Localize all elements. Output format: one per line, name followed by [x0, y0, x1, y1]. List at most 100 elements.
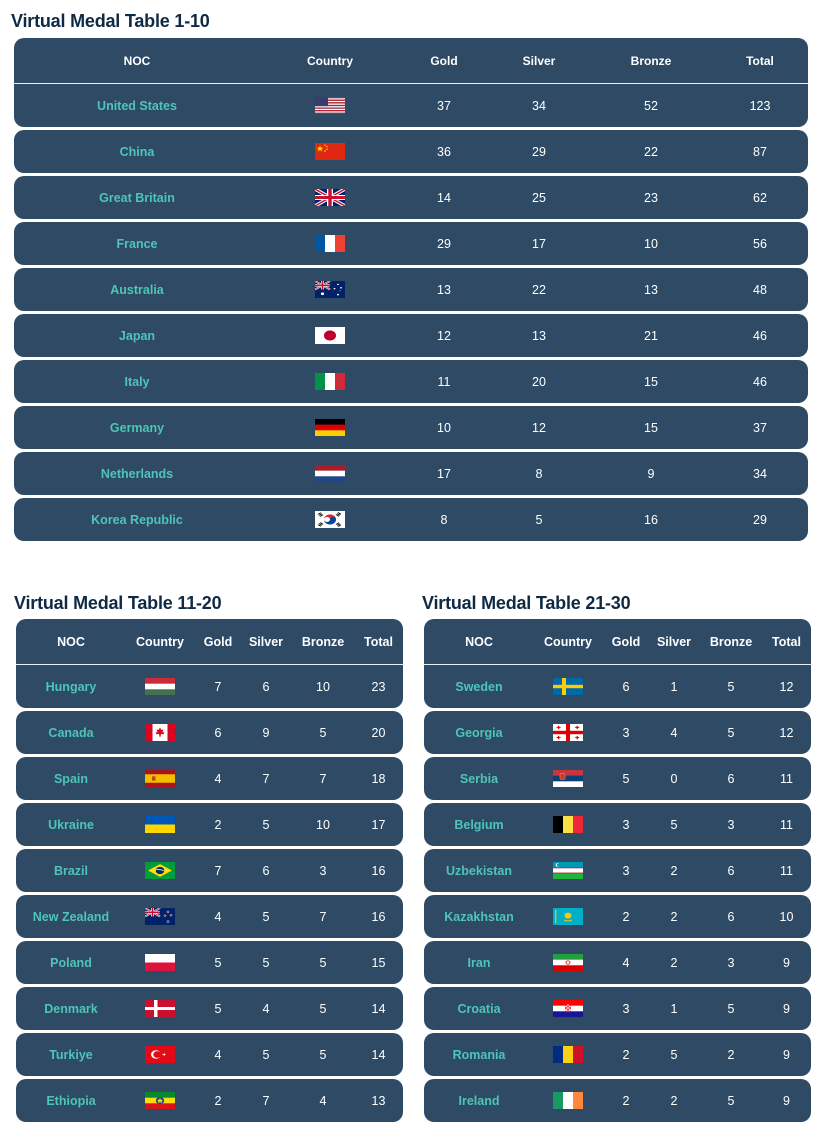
table-header: NOC Country Gold Silver Bronze Total — [424, 619, 811, 665]
poland-flag-icon — [145, 954, 175, 971]
bronze-count: 21 — [644, 328, 658, 343]
uzbekistan-flag-icon — [553, 862, 583, 879]
column-header: NOC — [465, 634, 493, 649]
table-row: Iran 4 2 3 9 — [424, 941, 811, 984]
country-flag-cell — [534, 862, 602, 879]
hungary-flag-icon — [145, 678, 175, 695]
bronze-count: 3 — [727, 955, 735, 970]
silver-count: 2 — [670, 955, 678, 970]
noc-name: Italy — [124, 374, 150, 389]
brazil-flag-icon — [145, 862, 175, 879]
country-flag-cell — [126, 1000, 194, 1017]
table-row: Turkiye 4 5 5 14 — [16, 1033, 403, 1076]
gold-count: 3 — [622, 1001, 630, 1016]
silver-count: 2 — [670, 909, 678, 924]
noc-name: Denmark — [44, 1001, 98, 1016]
total-count: 14 — [371, 1047, 386, 1062]
silver-count: 2 — [670, 1093, 678, 1108]
noc-name: France — [116, 236, 158, 251]
table-row: Hungary 7 6 10 23 — [16, 665, 403, 708]
turkiye-flag-icon — [145, 1046, 175, 1063]
country-flag-cell — [260, 465, 400, 482]
noc-name: Uzbekistan — [446, 863, 512, 878]
noc-name: New Zealand — [32, 909, 110, 924]
silver-count: 7 — [262, 1093, 270, 1108]
croatia-flag-icon — [553, 1000, 583, 1017]
table-row: Sweden 6 1 5 12 — [424, 665, 811, 708]
ukraine-flag-icon — [145, 816, 175, 833]
total-count: 11 — [780, 863, 793, 878]
table-row: New Zealand 4 5 7 16 — [16, 895, 403, 938]
gold-count: 3 — [622, 725, 630, 740]
table-row: Italy 11 20 15 46 — [14, 360, 808, 403]
total-count: 11 — [780, 771, 793, 786]
silver-count: 5 — [670, 1047, 678, 1062]
gold-count: 2 — [622, 909, 630, 924]
silver-count: 12 — [532, 420, 546, 435]
romania-flag-icon — [553, 1046, 583, 1063]
new-zealand-flag-icon — [145, 908, 175, 925]
bronze-count: 5 — [319, 1001, 327, 1016]
gold-count: 8 — [440, 512, 448, 527]
total-count: 46 — [753, 328, 767, 343]
noc-name: United States — [97, 98, 177, 113]
noc-name: Brazil — [53, 863, 89, 878]
noc-name: Ukraine — [48, 817, 94, 832]
gold-count: 14 — [437, 190, 451, 205]
bronze-count: 52 — [644, 98, 658, 113]
total-count: 9 — [783, 1093, 790, 1108]
table-header: NOC Country Gold Silver Bronze Total — [14, 38, 808, 84]
silver-count: 29 — [532, 144, 546, 159]
noc-name: Great Britain — [99, 190, 175, 205]
australia-flag-icon — [315, 281, 345, 298]
column-header: Silver — [522, 53, 556, 68]
bronze-count: 2 — [727, 1047, 735, 1062]
silver-count: 5 — [670, 817, 678, 832]
korea-flag-icon — [315, 511, 345, 528]
total-count: 62 — [753, 190, 767, 205]
table-row: Romania 2 5 2 9 — [424, 1033, 811, 1076]
bronze-count: 15 — [644, 420, 658, 435]
silver-count: 2 — [670, 863, 678, 878]
country-flag-cell — [260, 419, 400, 436]
table-header: NOC Country Gold Silver Bronze Total — [16, 619, 403, 665]
silver-count: 13 — [532, 328, 546, 343]
gold-count: 4 — [214, 771, 222, 786]
total-count: 18 — [371, 771, 386, 786]
noc-name: Australia — [110, 282, 164, 297]
gold-count: 37 — [437, 98, 451, 113]
column-header: Bronze — [630, 53, 672, 68]
total-count: 15 — [371, 955, 386, 970]
silver-count: 1 — [670, 679, 678, 694]
noc-name: Sweden — [455, 679, 503, 694]
table-row: Brazil 7 6 3 16 — [16, 849, 403, 892]
table-row: Korea Republic 8 5 16 29 — [14, 498, 808, 541]
table-title: Virtual Medal Table 11-20 — [14, 593, 222, 613]
bronze-count: 10 — [316, 679, 330, 694]
gold-count: 7 — [214, 863, 222, 878]
noc-name: Croatia — [457, 1001, 501, 1016]
country-flag-cell — [534, 724, 602, 741]
table-row: Ethiopia 2 7 4 13 — [16, 1079, 403, 1122]
country-flag-cell — [126, 816, 194, 833]
country-flag-cell — [126, 724, 194, 741]
total-count: 87 — [753, 144, 767, 159]
table-row: Belgium 3 5 3 11 — [424, 803, 811, 846]
total-count: 37 — [753, 420, 767, 435]
column-header: Gold — [611, 634, 641, 649]
table-row: Spain 4 7 7 18 — [16, 757, 403, 800]
table-title: Virtual Medal Table 1-10 — [11, 11, 210, 31]
japan-flag-icon — [315, 327, 345, 344]
country-flag-cell — [126, 1046, 194, 1063]
denmark-flag-icon — [145, 1000, 175, 1017]
table-row: United States 37 34 52 123 — [14, 84, 808, 127]
silver-count: 5 — [262, 955, 270, 970]
gold-count: 4 — [214, 1047, 222, 1062]
gold-count: 2 — [214, 1093, 222, 1108]
noc-name: Netherlands — [100, 466, 174, 481]
gold-count: 6 — [622, 679, 630, 694]
total-count: 9 — [783, 955, 790, 970]
gold-count: 5 — [622, 771, 630, 786]
gold-count: 3 — [622, 863, 630, 878]
table-row: Great Britain 14 25 23 62 — [14, 176, 808, 219]
